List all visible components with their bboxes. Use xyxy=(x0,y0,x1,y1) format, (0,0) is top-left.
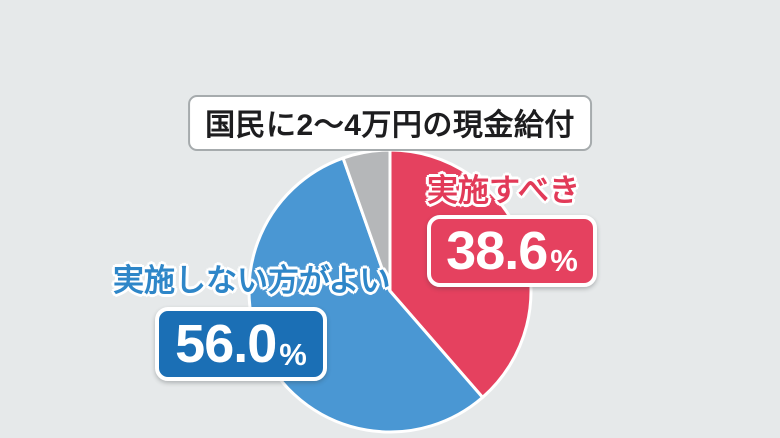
callout-implement-unit: % xyxy=(550,242,578,278)
chart-title: 国民に2〜4万円の現金給付 xyxy=(188,95,592,151)
callout-implement: 実施すべき 38.6 % xyxy=(427,172,597,287)
callout-not-implement-unit: % xyxy=(279,336,307,372)
chart-title-text: 国民に2〜4万円の現金給付 xyxy=(205,109,575,142)
callout-implement-value-box: 38.6 % xyxy=(427,214,597,287)
callout-implement-value: 38.6 xyxy=(446,220,548,281)
callout-not-implement-value-box: 56.0 % xyxy=(155,306,327,381)
callout-implement-label: 実施すべき xyxy=(427,173,580,208)
callout-not-implement: 実施しない方がよい 56.0 % xyxy=(111,262,390,381)
callout-not-implement-label: 実施しない方がよい xyxy=(113,263,391,298)
callout-not-implement-value: 56.0 xyxy=(175,313,277,374)
